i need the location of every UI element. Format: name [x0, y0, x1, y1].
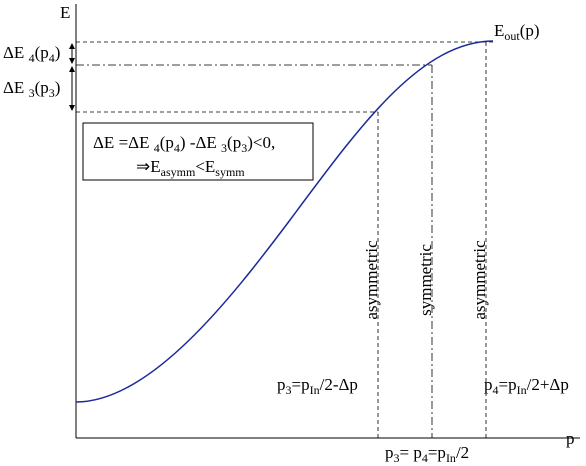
vertical-label: asymmetric: [470, 240, 489, 320]
subscript: 3: [49, 86, 55, 100]
text: ΔE: [3, 78, 29, 97]
subscript: 4: [174, 141, 180, 155]
subscript: In: [446, 451, 456, 465]
curve-label: Eout(p): [494, 21, 540, 43]
text: <E: [195, 157, 215, 176]
bottom-label: p3= p4=pIn/2: [385, 443, 469, 465]
subscript: 3: [394, 451, 400, 465]
subscript: symm: [215, 165, 245, 179]
subscript: asymm: [161, 165, 196, 179]
x-axis-label: p: [566, 429, 575, 448]
text: /2: [456, 443, 469, 462]
note-line: ⇒Easymm<Esymm: [136, 157, 245, 179]
text: p: [385, 443, 394, 462]
subscript: 4: [422, 451, 428, 465]
text: =p: [292, 375, 310, 394]
subscript: In: [310, 383, 320, 397]
text: /2-Δp: [320, 375, 358, 394]
note-line: ΔE =ΔE 4(p4) -ΔE 3(p3)<0,: [93, 133, 275, 155]
text: (p: [35, 78, 49, 97]
text: =p: [428, 443, 446, 462]
text: p: [484, 375, 493, 394]
text: p: [277, 375, 286, 394]
energy-curve: [75, 40, 494, 403]
text: E: [494, 21, 504, 40]
note-box: [82, 122, 314, 181]
delta-e3-label: ΔE 3(p3): [3, 78, 60, 100]
subscript: 4: [29, 51, 35, 65]
text: (p): [520, 21, 540, 40]
text: ): [55, 43, 61, 62]
subscript: 3: [286, 383, 292, 397]
subscript: 3: [221, 141, 227, 155]
subscript: out: [504, 29, 520, 43]
bottom-label: p4=pIn/2+Δp: [484, 375, 569, 397]
text: ΔE: [3, 43, 29, 62]
text: =p: [499, 375, 517, 394]
subscript: 3: [241, 141, 247, 155]
subscript: 4: [493, 383, 499, 397]
delta-e4-label: ΔE 4(p4): [3, 43, 60, 65]
text: ΔE =ΔE: [93, 133, 154, 152]
text: (p: [227, 133, 241, 152]
y-axis-label: E: [60, 3, 70, 22]
text: ): [55, 78, 61, 97]
subscript: 4: [49, 51, 55, 65]
text: ) -ΔE: [180, 133, 221, 152]
text: (p: [35, 43, 49, 62]
vertical-label: asymmetric: [362, 240, 381, 320]
text: ⇒E: [136, 157, 161, 176]
text: = p: [400, 443, 422, 462]
bottom-label: p3=pIn/2-Δp: [277, 375, 358, 397]
subscript: 4: [154, 141, 160, 155]
text: /2+Δp: [527, 375, 569, 394]
text: (p: [160, 133, 174, 152]
text: )<0,: [247, 133, 275, 152]
subscript: 3: [29, 86, 35, 100]
subscript: In: [517, 383, 527, 397]
vertical-label: symmetric: [416, 244, 435, 316]
